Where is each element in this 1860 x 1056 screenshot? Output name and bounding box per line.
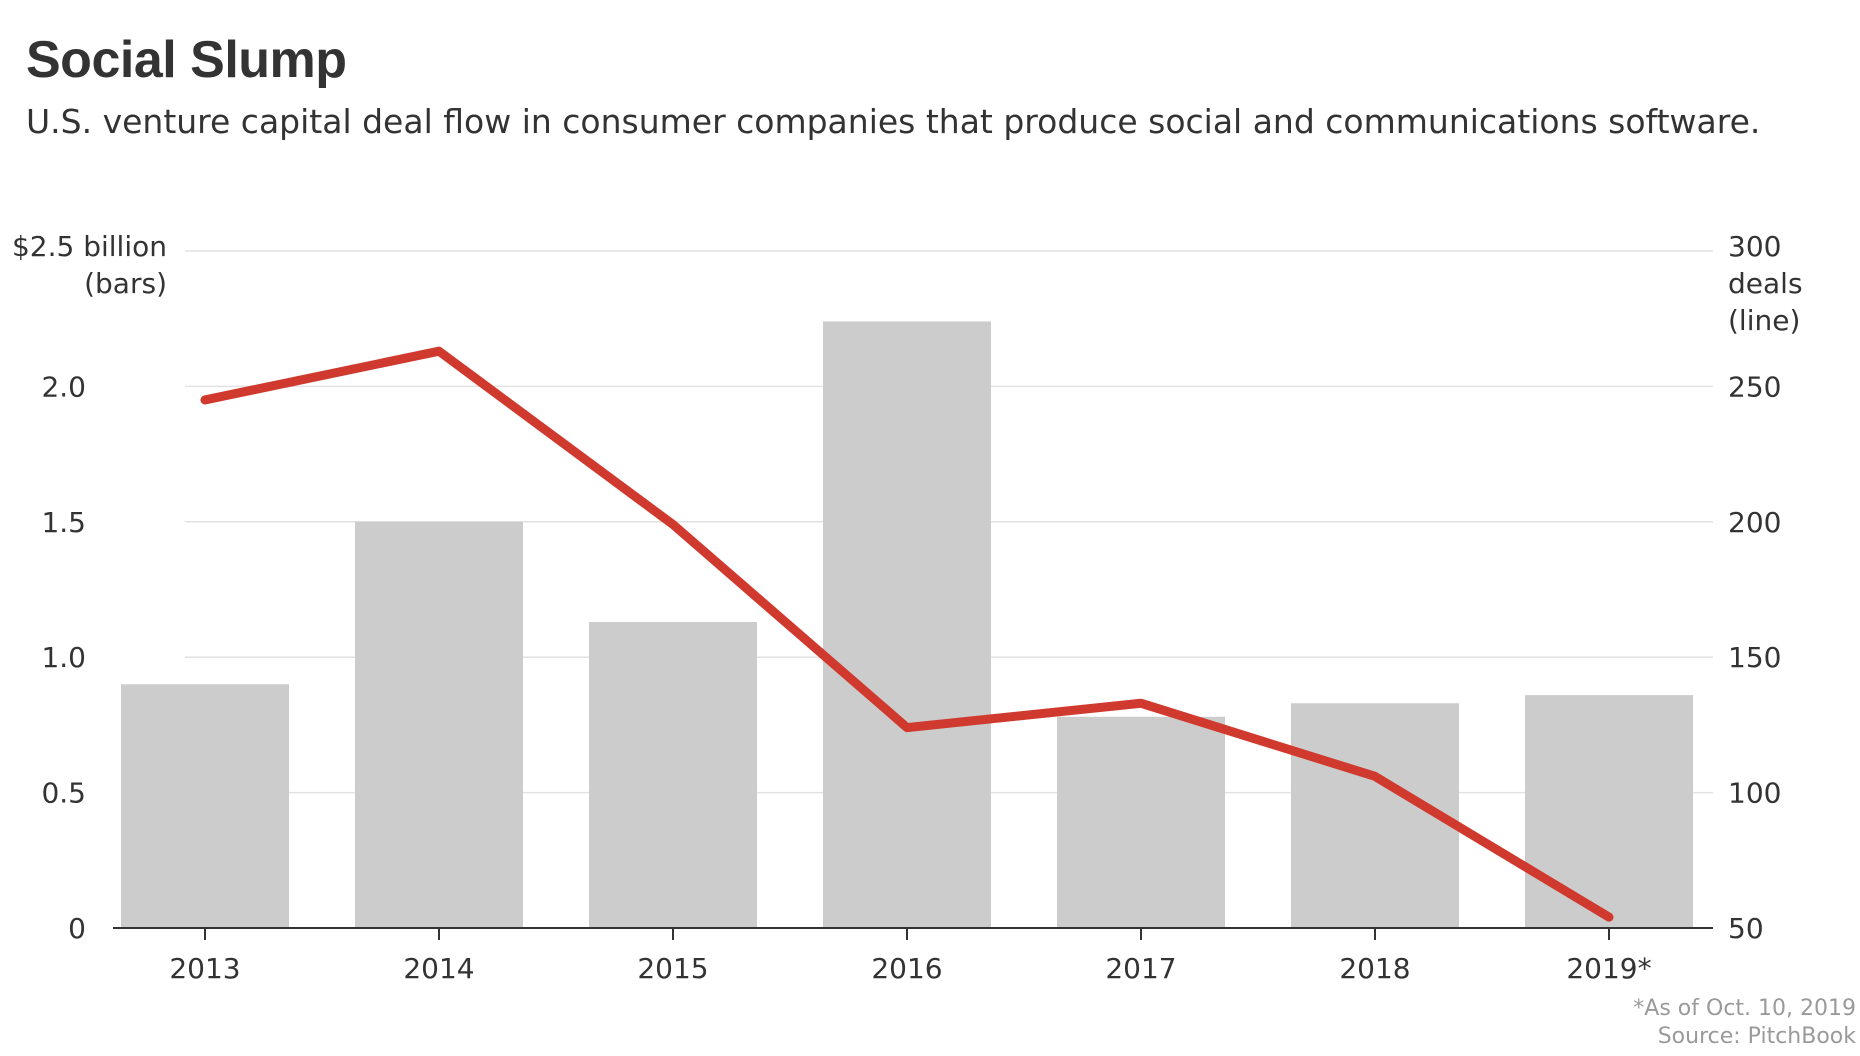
left-axis-ticks: 0 0.5 1.0 1.5 2.0: [41, 370, 86, 945]
left-tick-label: 0.5: [41, 777, 86, 810]
chart-title: Social Slump: [26, 31, 347, 89]
x-tick-label: 2014: [403, 952, 474, 985]
footnote-text: *As of Oct. 10, 2019: [1633, 996, 1856, 1021]
right-tick-label: 150: [1728, 641, 1781, 674]
left-axis-label-line2: (bars): [84, 267, 167, 300]
left-tick-label: 1.5: [41, 506, 86, 539]
right-tick-label: 50: [1728, 912, 1764, 945]
left-tick-label: 2.0: [41, 370, 86, 403]
footnote-block: *As of Oct. 10, 2019 Source: PitchBook: [1633, 995, 1856, 1051]
bar-2013: [121, 684, 289, 928]
x-tick-label: 2013: [169, 952, 240, 985]
x-tick-label: 2015: [637, 952, 708, 985]
chart-subtitle: U.S. venture capital deal flow in consum…: [26, 102, 1761, 141]
bar-2019: [1525, 695, 1693, 928]
bar-2014: [355, 521, 523, 928]
bar-series: [121, 321, 1693, 929]
right-axis-label-line1: 300 deals: [1728, 230, 1803, 300]
bar-2016: [823, 321, 991, 929]
x-tick-label: 2016: [871, 952, 942, 985]
left-tick-label: 0: [68, 912, 86, 945]
bar-2017: [1057, 716, 1225, 928]
x-tick-label: 2018: [1339, 952, 1410, 985]
x-tick-label: 2019*: [1566, 952, 1651, 985]
left-axis-label: $2.5 billion (bars): [12, 228, 167, 302]
x-axis: [113, 927, 1713, 940]
x-axis-ticks: 2013 2014 2015 2016 2017 2018 2019*: [169, 952, 1651, 985]
bar-2018: [1291, 703, 1459, 928]
x-tick-label: 2017: [1105, 952, 1176, 985]
right-tick-label: 250: [1728, 370, 1781, 403]
left-axis-label-line1: $2.5 billion: [11, 230, 167, 263]
right-axis-ticks: 50 100 150 200 250: [1728, 370, 1781, 945]
right-tick-label: 100: [1728, 777, 1781, 810]
right-axis-label-line2: (line): [1728, 304, 1801, 337]
source-text: Source: PitchBook: [1657, 1024, 1856, 1049]
right-tick-label: 200: [1728, 506, 1781, 539]
right-axis-label: 300 deals (line): [1728, 228, 1860, 339]
left-tick-label: 1.0: [41, 641, 86, 674]
line-series: [200, 346, 1614, 922]
bar-2015: [589, 621, 757, 928]
